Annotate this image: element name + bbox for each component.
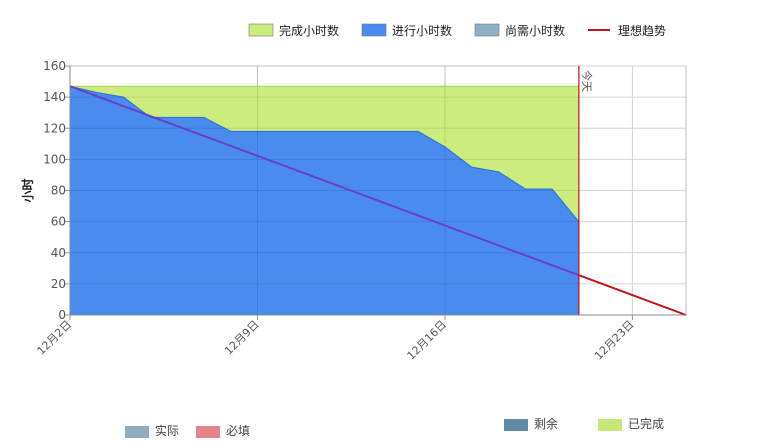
legend-swatch: [474, 23, 500, 37]
bottom-legend-swatch-actual: [125, 425, 149, 438]
legend-label: 进行小时数: [392, 23, 452, 38]
y-tick-label: 60: [51, 215, 66, 229]
legend-swatch: [361, 23, 387, 37]
y-tick-label: 20: [51, 277, 66, 291]
bottom-legend-label-remaining: 剩余: [534, 417, 559, 431]
bottom-legend-label-completed: 已完成: [628, 417, 665, 431]
bottom-legend-swatch-required: [196, 425, 220, 438]
legend-label: 完成小时数: [279, 23, 339, 38]
in-progress-area: [69, 85, 580, 316]
bottom-legend-label-actual: 实际: [155, 424, 180, 438]
x-tick-label: 12月9日: [222, 318, 262, 358]
bottom-legend-label-required: 必填: [226, 424, 251, 438]
y-tick-label: 100: [43, 152, 66, 166]
legend-item-3[interactable]: 尚需小时数: [474, 23, 565, 38]
bottom-legend-item-completed[interactable]: 已完成: [598, 417, 664, 431]
legend-item-1[interactable]: 完成小时数: [248, 23, 339, 38]
ideal-trend-line: [69, 85, 580, 277]
y-tick-label: 80: [51, 184, 66, 198]
y-tick-label: 160: [43, 59, 66, 73]
bottom-legend-item-remaining[interactable]: 剩余: [504, 417, 558, 431]
y-tick-label: 140: [43, 90, 66, 104]
y-tick-label: 0: [58, 308, 66, 322]
today-marker-label: 今天: [580, 70, 594, 92]
bottom-legend-item-actual[interactable]: 实际: [125, 424, 179, 438]
legend-label: 理想趋势: [618, 23, 666, 38]
bottom-legend-item-required[interactable]: 必填: [196, 424, 250, 438]
x-tick-label: 12月2日: [35, 318, 75, 358]
x-tick-label: 12月16日: [405, 318, 450, 363]
bottom-legend-swatch-completed: [598, 418, 622, 431]
y-axis-title: 小时: [20, 178, 35, 202]
y-tick-label: 40: [51, 246, 66, 260]
x-tick-label: 12月23日: [592, 318, 637, 363]
bottom-legend-swatch-remaining: [504, 418, 528, 431]
y-tick-label: 120: [43, 121, 66, 135]
legend-swatch: [248, 23, 274, 37]
ideal-trend-line-future: [578, 274, 687, 316]
legend-item-2[interactable]: 进行小时数: [361, 23, 452, 38]
legend-label: 尚需小时数: [505, 23, 565, 38]
legend-item-4[interactable]: 理想趋势: [588, 23, 666, 38]
